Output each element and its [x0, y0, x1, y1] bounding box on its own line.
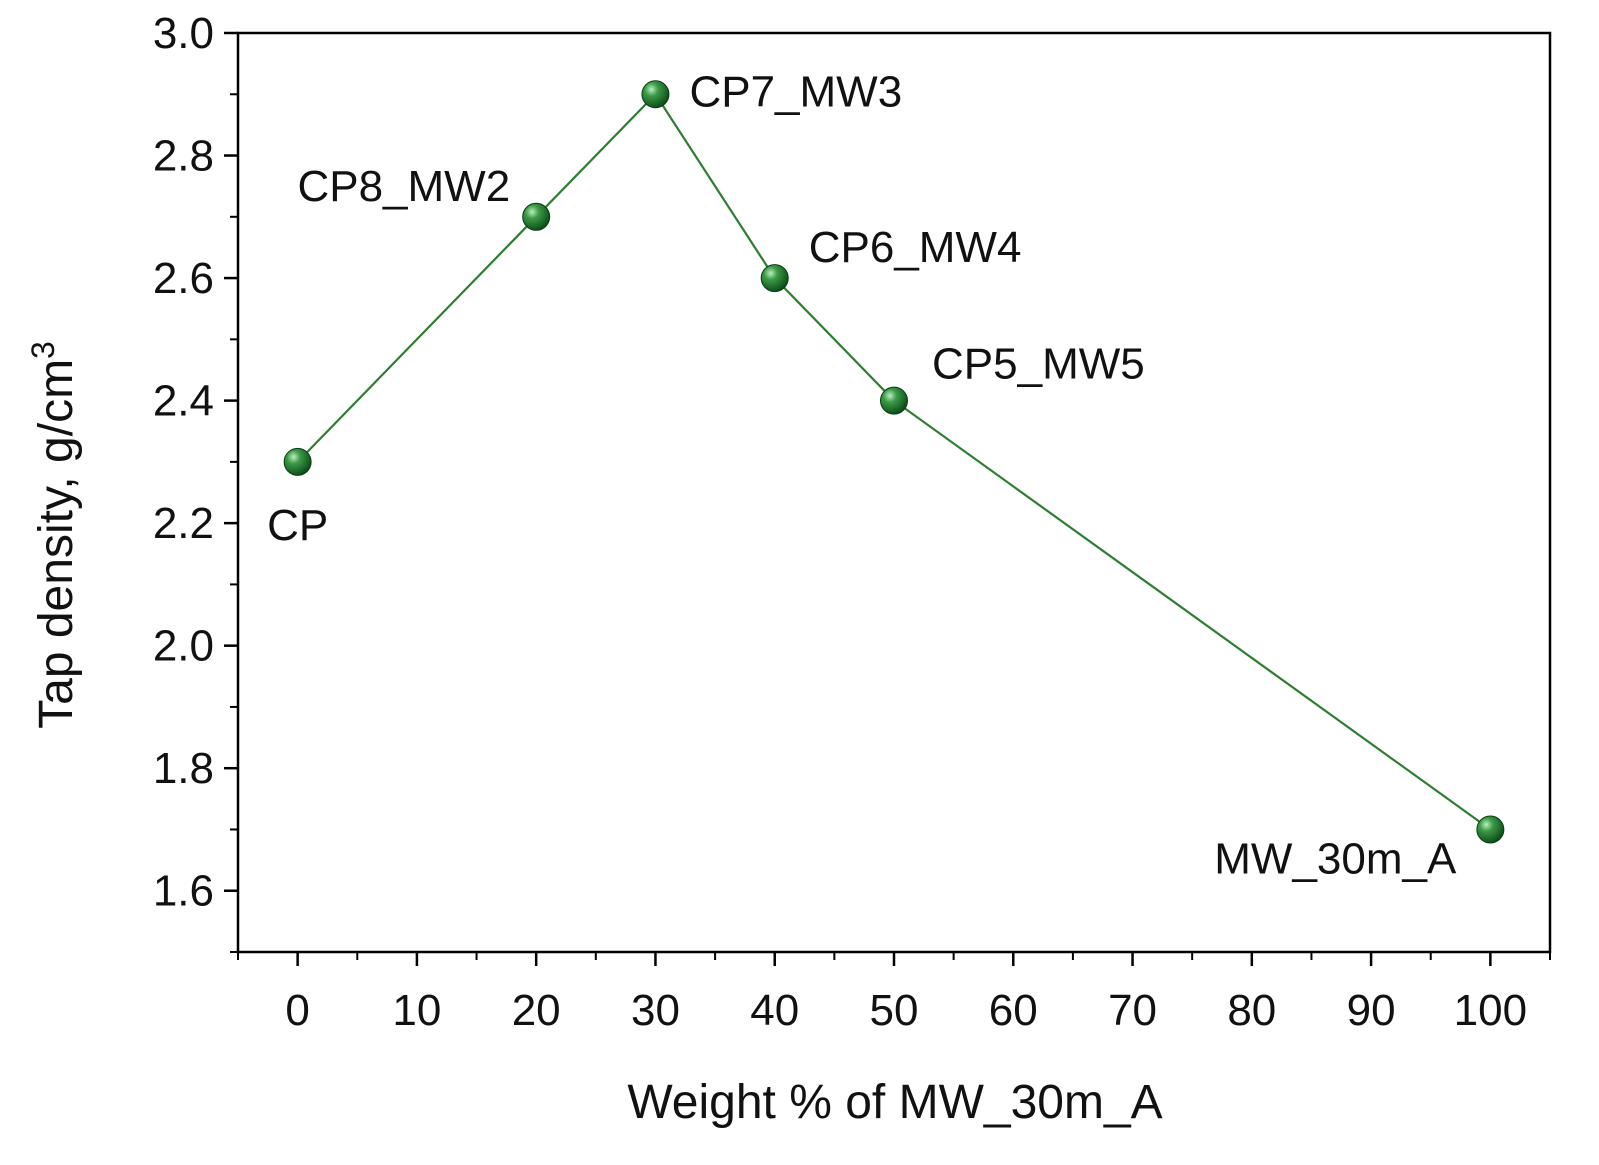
point-label: CP8_MW2	[297, 162, 510, 211]
y-tick-label: 3.0	[153, 9, 214, 58]
data-point	[283, 447, 312, 476]
y-axis-title-sup: 3	[25, 341, 61, 359]
y-tick-label: 1.8	[153, 744, 214, 793]
x-tick-label: 60	[989, 986, 1038, 1035]
data-point	[1476, 815, 1505, 844]
series-line	[296, 92, 1492, 831]
x-tick-label: 20	[512, 986, 561, 1035]
point-label: CP7_MW3	[689, 67, 902, 116]
x-axis: 0 10 20 30 40 50 60 70 80 90 100	[237, 952, 1551, 1035]
point-label: CP5_MW5	[932, 340, 1145, 389]
data-point	[641, 80, 670, 109]
y-tick-label: 2.4	[153, 377, 214, 426]
y-tick-label: 1.6	[153, 867, 214, 916]
y-tick-label: 2.2	[153, 499, 214, 548]
point-labels: CP CP8_MW2 CP7_MW3 CP6_MW4 CP5_MW5 MW_30m_A	[267, 67, 1457, 883]
point-label: CP6_MW4	[809, 223, 1022, 272]
data-point	[880, 386, 908, 415]
y-tick-label: 2.8	[153, 132, 214, 181]
x-tick-label: 100	[1454, 986, 1527, 1035]
x-tick-label: 30	[631, 986, 680, 1035]
y-axis-title-main: Tap density, g/cm	[30, 359, 83, 729]
y-tick-label: 2.0	[153, 622, 214, 671]
y-axis: 1.6 1.8 2.0 2.2 2.4 2.6 2.8 3.0	[153, 9, 238, 953]
point-label: MW_30m_A	[1214, 834, 1457, 883]
x-axis-title: Weight % of MW_30m_A	[627, 1076, 1162, 1129]
x-tick-label: 10	[392, 986, 441, 1035]
x-tick-label: 0	[285, 986, 309, 1035]
y-tick-label: 2.6	[153, 254, 214, 303]
y-axis-title: Tap density, g/cm3	[25, 341, 83, 729]
point-label: CP	[267, 501, 328, 550]
data-point	[522, 202, 551, 231]
x-tick-label: 70	[1108, 986, 1157, 1035]
series-layer	[283, 80, 1505, 844]
x-tick-label: 40	[750, 986, 799, 1035]
x-tick-label: 90	[1347, 986, 1396, 1035]
x-tick-label: 50	[870, 986, 919, 1035]
x-tick-label: 80	[1227, 986, 1276, 1035]
data-point	[760, 264, 789, 293]
